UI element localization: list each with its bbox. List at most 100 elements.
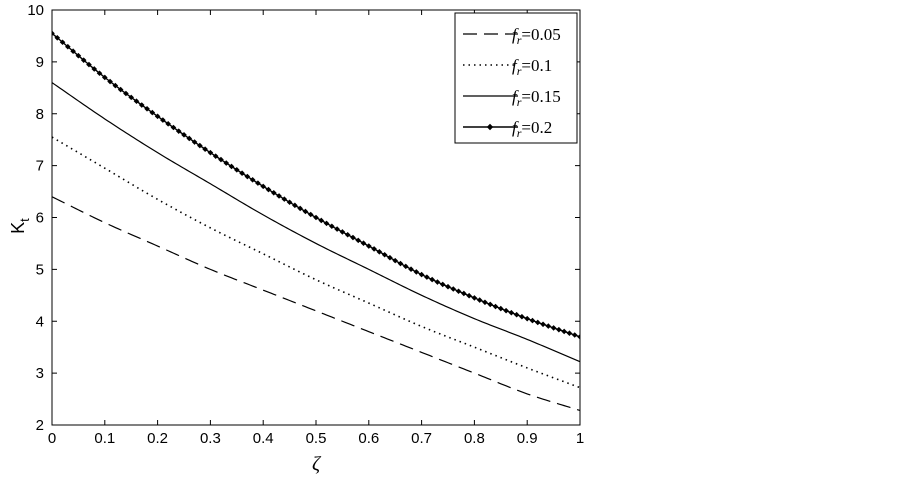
series-marker [117,86,124,93]
series-marker [381,251,388,258]
x-tick-label: 0.9 [517,430,538,447]
series-marker [355,237,362,244]
y-tick-label: 2 [36,417,44,434]
series-marker [65,43,71,50]
y-tick-label: 3 [36,365,44,382]
series-marker [434,279,441,285]
series-marker [376,249,383,255]
x-tick-label: 0.6 [358,430,379,447]
series-marker [165,121,171,127]
series-marker [339,229,346,235]
series-marker [54,34,61,41]
series-marker [323,220,330,227]
series-marker [91,66,98,72]
series-marker [508,309,515,316]
series-marker [96,70,103,77]
legend-label-1: fr=0.05 [512,25,561,47]
y-tick-label: 6 [36,210,44,227]
series-marker [207,149,214,156]
series-marker [366,243,372,249]
series-marker [154,113,161,120]
x-tick-label: 1 [576,430,584,447]
series-marker [281,196,288,202]
series-marker [70,48,76,55]
series-marker [186,135,193,142]
series-marker [450,286,457,292]
series-marker [292,202,298,209]
x-axis-label: ζ [312,453,322,475]
series-marker [112,82,119,89]
series-marker [329,223,335,230]
series-marker [212,153,219,159]
series-marker [86,61,92,68]
y-tick-label: 4 [36,313,44,330]
series-marker [75,52,82,59]
series-marker [519,313,525,320]
series-marker [270,190,277,196]
series-marker [286,199,293,206]
svg-text:Kt: Kt [8,218,32,234]
y-axis-label-subscript: t [17,218,32,222]
x-tick-label: 0.2 [147,430,168,447]
series-marker [445,283,451,290]
x-tick-label: 0.7 [411,430,432,447]
x-tick-label: 0.3 [200,430,221,447]
y-tick-label: 7 [36,158,44,175]
x-tick-label: 0.5 [306,430,327,447]
series-marker [550,325,557,331]
y-tick-label: 5 [36,261,44,278]
series-marker [408,266,414,272]
series-marker [228,163,235,170]
series-marker [234,167,240,173]
series-marker [239,170,245,176]
y-axis: 2 3 4 5 6 7 8 9 10 [27,2,580,434]
legend-marker [486,123,494,131]
series-marker [276,193,282,199]
y-axis-label: Kt [8,218,32,234]
series-marker [160,117,166,123]
series-marker [218,156,224,163]
x-axis: 0 0.1 0.2 0.3 0.4 0.5 0.6 0.7 0.8 0.9 1 [48,10,584,447]
series-marker [524,315,530,322]
series-marker [107,78,113,85]
legend: fr=0.05 fr=0.1 fr=0.15 fr=0.2 [454,12,578,144]
series-marker [202,146,208,152]
series-marker [561,328,567,335]
series-marker [350,234,356,241]
series-marker [197,142,203,149]
y-tick-label: 9 [36,54,44,71]
series-line-1 [52,196,580,412]
series-marker [191,139,198,145]
series-marker [52,30,55,37]
series-marker [297,205,303,212]
series-marker [571,332,578,338]
series-marker [529,317,536,324]
series-marker [424,274,430,280]
series-marker [334,226,340,232]
series-marker [144,106,150,112]
series-marker [360,240,367,246]
series-marker [123,90,129,97]
series-marker [170,124,177,131]
series-marker [102,74,108,81]
series-marker [392,257,398,264]
legend-label-4: fr=0.2 [512,118,552,140]
y-tick-label: 8 [36,106,44,123]
series-marker [455,288,462,295]
series-marker [313,214,319,221]
series-marker [149,109,156,116]
series-marker [175,128,182,134]
legend-box [454,12,578,144]
series-marker [413,269,420,275]
x-tick-label: 0.1 [94,430,115,447]
series-marker [255,180,261,186]
series-marker [418,271,425,278]
series-marker [402,263,409,270]
series-marker [556,326,562,333]
series-marker [302,208,309,215]
x-tick-label: 0.8 [464,430,485,447]
series-layer [52,30,580,412]
series-marker [487,301,494,308]
series-marker [429,276,435,283]
